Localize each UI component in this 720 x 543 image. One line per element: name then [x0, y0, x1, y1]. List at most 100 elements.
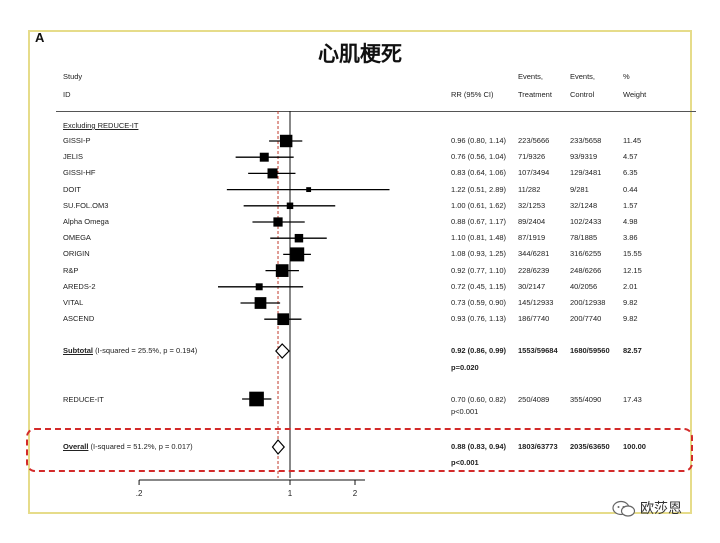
study-control-events: 233/5658: [570, 136, 602, 145]
study-control-events: 78/1885: [570, 233, 598, 243]
watermark-text: 欧莎恩: [640, 501, 682, 517]
study-control-events: 9/281: [570, 184, 589, 194]
point-estimate: [255, 283, 263, 291]
study-treatment-events: 344/6281: [518, 249, 550, 259]
overall-highlight-box: [26, 428, 693, 472]
header-weight-2: Weight: [623, 90, 647, 99]
reduce-it-label: REDUCE-IT: [63, 395, 104, 404]
subtotal-treatment: 1553/59684: [518, 346, 558, 355]
header-events-treatment-2: Treatment: [518, 90, 552, 99]
study-weight: 4.57: [623, 152, 638, 162]
study-ci: 0.93 (0.76, 1.13): [451, 314, 507, 324]
study-treatment-events: 107/3494: [518, 168, 550, 178]
study-ci: 0.72 (0.45, 1.15): [451, 281, 507, 291]
study-treatment-events: 223/5666: [518, 136, 550, 145]
reduce-it-control: 355/4090: [570, 395, 602, 404]
overall-ci: 0.88 (0.83, 0.94): [451, 442, 507, 451]
study-label: ASCEND: [63, 314, 95, 324]
point-estimate: [306, 187, 312, 193]
subtotal-p: p=0.020: [451, 363, 479, 372]
point-estimate: [286, 202, 294, 210]
study-control-events: 248/6266: [570, 265, 602, 275]
study-ci: 0.83 (0.64, 1.06): [451, 168, 507, 178]
slide-frame: [28, 30, 692, 514]
point-estimate: [275, 264, 289, 277]
study-label: R&P: [63, 265, 79, 275]
study-control-events: 129/3481: [570, 168, 602, 178]
study-label: GISSI-P: [63, 136, 91, 145]
study-weight: 11.45: [623, 136, 642, 145]
overall-treatment: 1803/63773: [518, 442, 558, 451]
header-events-control-2: Control: [570, 90, 595, 99]
overall-p: p<0.001: [451, 458, 479, 467]
header-events-control-1: Events,: [570, 72, 596, 81]
study-treatment-events: 32/1253: [518, 200, 546, 210]
study-ci: 1.08 (0.93, 1.25): [451, 249, 507, 259]
subtotal-label-row: Subtotal (I-squared = 25.5%, p = 0.194): [63, 346, 197, 355]
study-label: Alpha Omega: [63, 217, 109, 226]
study-ci: 0.88 (0.67, 1.17): [451, 217, 507, 226]
study-weight: 0.44: [623, 184, 638, 194]
study-control-events: 40/2056: [570, 281, 598, 291]
subtotal-stats: (I-squared = 25.5%, p = 0.194): [95, 346, 198, 355]
header-rule: [56, 111, 696, 112]
study-label: AREDS-2: [63, 281, 96, 291]
point-estimate: [273, 217, 283, 227]
study-label: VITAL: [63, 298, 84, 307]
study-weight: 1.57: [623, 200, 638, 210]
study-weight: 6.35: [623, 168, 638, 178]
reduce-it-p: p<0.001: [451, 407, 479, 416]
x-tick-label: 2: [353, 489, 358, 498]
study-treatment-events: 89/2404: [518, 217, 546, 226]
point-estimate: [294, 233, 304, 243]
study-weight: 9.82: [623, 314, 638, 324]
group-label: Excluding REDUCE-IT: [63, 121, 139, 130]
reduce-it-ci: 0.70 (0.60, 0.82): [451, 395, 507, 404]
point-estimate: [277, 313, 290, 326]
subtotal-control: 1680/59560: [570, 346, 610, 355]
study-label: OMEGA: [63, 233, 91, 243]
study-treatment-events: 228/6239: [518, 265, 550, 275]
point-estimate: [279, 134, 293, 148]
study-ci: 0.76 (0.56, 1.04): [451, 152, 507, 162]
panel-letter: A: [35, 30, 45, 45]
study-label: GISSI-HF: [63, 168, 96, 178]
subtotal-weight: 82.57: [623, 346, 642, 355]
study-ci: 0.73 (0.59, 0.90): [451, 298, 507, 307]
study-treatment-events: 186/7740: [518, 314, 550, 324]
study-ci: 0.92 (0.77, 1.10): [451, 265, 507, 275]
study-ci: 0.96 (0.80, 1.14): [451, 136, 507, 145]
x-tick-label: .2: [136, 489, 143, 498]
point-estimate: [290, 247, 305, 262]
overall-weight: 100.00: [623, 442, 646, 451]
study-weight: 4.98: [623, 217, 638, 226]
reduce-it-weight: 17.43: [623, 395, 642, 404]
header-events-treatment-1: Events,: [518, 72, 544, 81]
subtotal-label: Subtotal: [63, 346, 93, 355]
point-estimate: [267, 168, 278, 179]
study-weight: 2.01: [623, 281, 638, 291]
overall-control: 2035/63650: [570, 442, 610, 451]
study-treatment-events: 30/2147: [518, 281, 546, 291]
study-control-events: 102/2433: [570, 217, 602, 226]
study-ci: 1.00 (0.61, 1.62): [451, 200, 507, 210]
study-label: JELIS: [63, 152, 84, 162]
overall-diamond: [271, 439, 285, 455]
header-rr: RR (95% CI): [451, 90, 494, 99]
study-control-events: 316/6255: [570, 249, 602, 259]
point-estimate: [254, 297, 267, 309]
point-estimate: [259, 152, 269, 162]
study-treatment-events: 87/1919: [518, 233, 546, 243]
study-label: DOIT: [63, 184, 81, 194]
study-control-events: 200/7740: [570, 314, 602, 324]
overall-stats: (I-squared = 51.2%, p = 0.017): [90, 442, 193, 451]
wechat-icon: [612, 500, 636, 517]
subtotal-diamond: [275, 343, 290, 359]
study-label: SU.FOL.OM3: [63, 200, 109, 210]
study-label: ORIGIN: [63, 249, 90, 259]
reduce-it-treatment: 250/4089: [518, 395, 550, 404]
study-ci: 1.10 (0.81, 1.48): [451, 233, 507, 243]
study-treatment-events: 145/12933: [518, 298, 554, 307]
